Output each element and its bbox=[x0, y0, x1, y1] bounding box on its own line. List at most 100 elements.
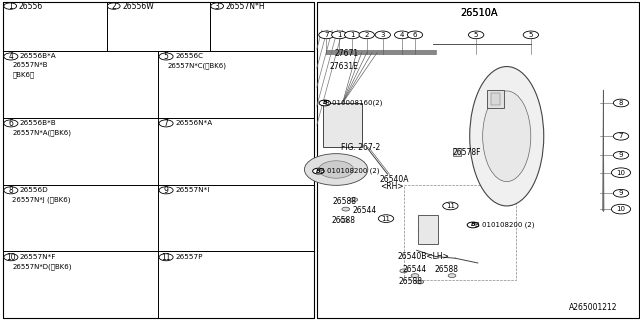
Text: 26588: 26588 bbox=[333, 197, 357, 206]
Circle shape bbox=[4, 53, 18, 60]
Text: 26556C: 26556C bbox=[175, 53, 203, 60]
Text: 7: 7 bbox=[324, 32, 329, 38]
Text: 11: 11 bbox=[381, 216, 390, 222]
Text: 1: 1 bbox=[337, 32, 342, 38]
Bar bbox=[159, 185, 314, 252]
Text: 26557N*C(〈BK6): 26557N*C(〈BK6) bbox=[168, 62, 227, 69]
Text: 6: 6 bbox=[8, 119, 13, 128]
Text: 6: 6 bbox=[413, 32, 417, 38]
Text: 26556W: 26556W bbox=[122, 2, 154, 11]
Bar bbox=[491, 93, 500, 105]
Text: 5: 5 bbox=[474, 32, 478, 38]
Bar bbox=[210, 2, 314, 51]
Circle shape bbox=[4, 254, 18, 261]
Text: 5: 5 bbox=[164, 52, 168, 61]
Text: 5: 5 bbox=[529, 32, 533, 38]
Text: 8: 8 bbox=[619, 100, 623, 106]
Text: 4: 4 bbox=[8, 52, 13, 61]
Text: 26588: 26588 bbox=[399, 276, 423, 285]
Bar bbox=[159, 51, 314, 118]
Bar bbox=[159, 252, 314, 318]
Circle shape bbox=[319, 161, 353, 178]
Text: 26557N*I: 26557N*I bbox=[175, 187, 209, 193]
Text: 3: 3 bbox=[381, 32, 385, 38]
Circle shape bbox=[4, 3, 17, 9]
Text: <RH>: <RH> bbox=[381, 182, 404, 191]
Text: 7: 7 bbox=[164, 119, 168, 128]
Circle shape bbox=[4, 187, 18, 194]
Text: 9: 9 bbox=[164, 186, 168, 195]
Text: 26556B*A: 26556B*A bbox=[20, 53, 56, 60]
Text: 1: 1 bbox=[350, 32, 355, 38]
Text: 9: 9 bbox=[619, 152, 623, 158]
Circle shape bbox=[350, 198, 358, 202]
Circle shape bbox=[443, 202, 458, 210]
Circle shape bbox=[394, 31, 410, 39]
Bar bbox=[3, 185, 158, 252]
Text: 26556D: 26556D bbox=[20, 187, 49, 193]
Text: 26557N*H: 26557N*H bbox=[225, 2, 265, 11]
Bar bbox=[317, 2, 639, 318]
Text: 26557N*F: 26557N*F bbox=[20, 254, 56, 260]
Text: FIG. 267-2: FIG. 267-2 bbox=[341, 143, 380, 152]
Text: B: B bbox=[470, 222, 476, 228]
Text: 26557P: 26557P bbox=[175, 254, 202, 260]
Bar bbox=[3, 51, 158, 118]
Text: 11: 11 bbox=[446, 203, 455, 209]
Bar bbox=[3, 2, 314, 318]
Text: 26557N*J (〈BK6): 26557N*J (〈BK6) bbox=[12, 196, 70, 203]
Text: 26557N*A(〈BK6): 26557N*A(〈BK6) bbox=[12, 129, 71, 136]
Circle shape bbox=[416, 280, 424, 284]
Ellipse shape bbox=[470, 67, 544, 206]
Text: 26544: 26544 bbox=[402, 265, 426, 274]
Text: B: B bbox=[323, 100, 327, 106]
Text: A265001212: A265001212 bbox=[570, 303, 618, 312]
Circle shape bbox=[613, 189, 628, 197]
Text: B 010108200 (2): B 010108200 (2) bbox=[320, 168, 380, 174]
Text: 26588: 26588 bbox=[332, 216, 355, 225]
Circle shape bbox=[340, 218, 348, 222]
Text: 27671: 27671 bbox=[335, 49, 358, 58]
Text: 10: 10 bbox=[616, 206, 625, 212]
Text: 11: 11 bbox=[161, 253, 171, 262]
Circle shape bbox=[407, 31, 422, 39]
Text: 2: 2 bbox=[111, 2, 116, 11]
Circle shape bbox=[4, 120, 18, 127]
Text: 10: 10 bbox=[616, 170, 625, 176]
Text: 26578F: 26578F bbox=[452, 148, 481, 156]
Text: 8: 8 bbox=[8, 186, 13, 195]
Circle shape bbox=[411, 274, 419, 277]
Text: B: B bbox=[316, 169, 321, 173]
Text: 26510A: 26510A bbox=[461, 8, 498, 18]
Text: 4: 4 bbox=[400, 32, 404, 38]
Text: 26556B*B: 26556B*B bbox=[20, 120, 56, 126]
Circle shape bbox=[613, 99, 628, 107]
Circle shape bbox=[467, 222, 479, 228]
Text: B 010108200 (2): B 010108200 (2) bbox=[474, 222, 534, 228]
Circle shape bbox=[159, 120, 173, 127]
Bar bbox=[3, 118, 158, 185]
Text: 〈BK6〉: 〈BK6〉 bbox=[12, 71, 35, 78]
Text: B 010008160(2): B 010008160(2) bbox=[325, 100, 382, 106]
Text: 7: 7 bbox=[619, 133, 623, 139]
Text: 3: 3 bbox=[215, 2, 220, 11]
Text: 26510A: 26510A bbox=[461, 8, 498, 18]
Text: 26544: 26544 bbox=[352, 206, 376, 215]
Circle shape bbox=[108, 3, 120, 9]
Circle shape bbox=[611, 204, 630, 214]
Text: 26556N*A: 26556N*A bbox=[175, 120, 212, 126]
Text: 9: 9 bbox=[619, 190, 623, 196]
Circle shape bbox=[211, 3, 223, 9]
Bar bbox=[488, 90, 504, 108]
Text: 1: 1 bbox=[8, 2, 13, 11]
Circle shape bbox=[332, 31, 347, 39]
Circle shape bbox=[159, 187, 173, 194]
Circle shape bbox=[319, 31, 334, 39]
Circle shape bbox=[313, 168, 324, 174]
Bar bbox=[159, 118, 314, 185]
Circle shape bbox=[319, 100, 331, 106]
Circle shape bbox=[613, 132, 628, 140]
Text: 26540A: 26540A bbox=[380, 174, 409, 183]
Bar bbox=[3, 252, 158, 318]
Bar bbox=[323, 103, 362, 147]
